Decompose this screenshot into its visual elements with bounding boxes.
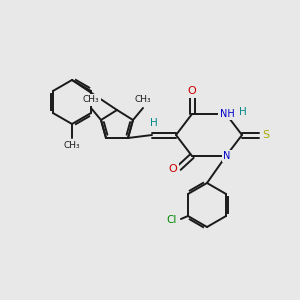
- Text: NH: NH: [220, 109, 234, 119]
- Text: Cl: Cl: [167, 215, 177, 225]
- Text: S: S: [262, 130, 270, 140]
- Text: CH₃: CH₃: [83, 95, 99, 104]
- Text: CH₃: CH₃: [64, 140, 80, 149]
- Text: N: N: [223, 151, 231, 161]
- Text: CH₃: CH₃: [135, 95, 151, 104]
- Text: O: O: [169, 164, 177, 174]
- Text: H: H: [239, 107, 247, 117]
- Text: H: H: [150, 118, 158, 128]
- Text: O: O: [188, 86, 196, 96]
